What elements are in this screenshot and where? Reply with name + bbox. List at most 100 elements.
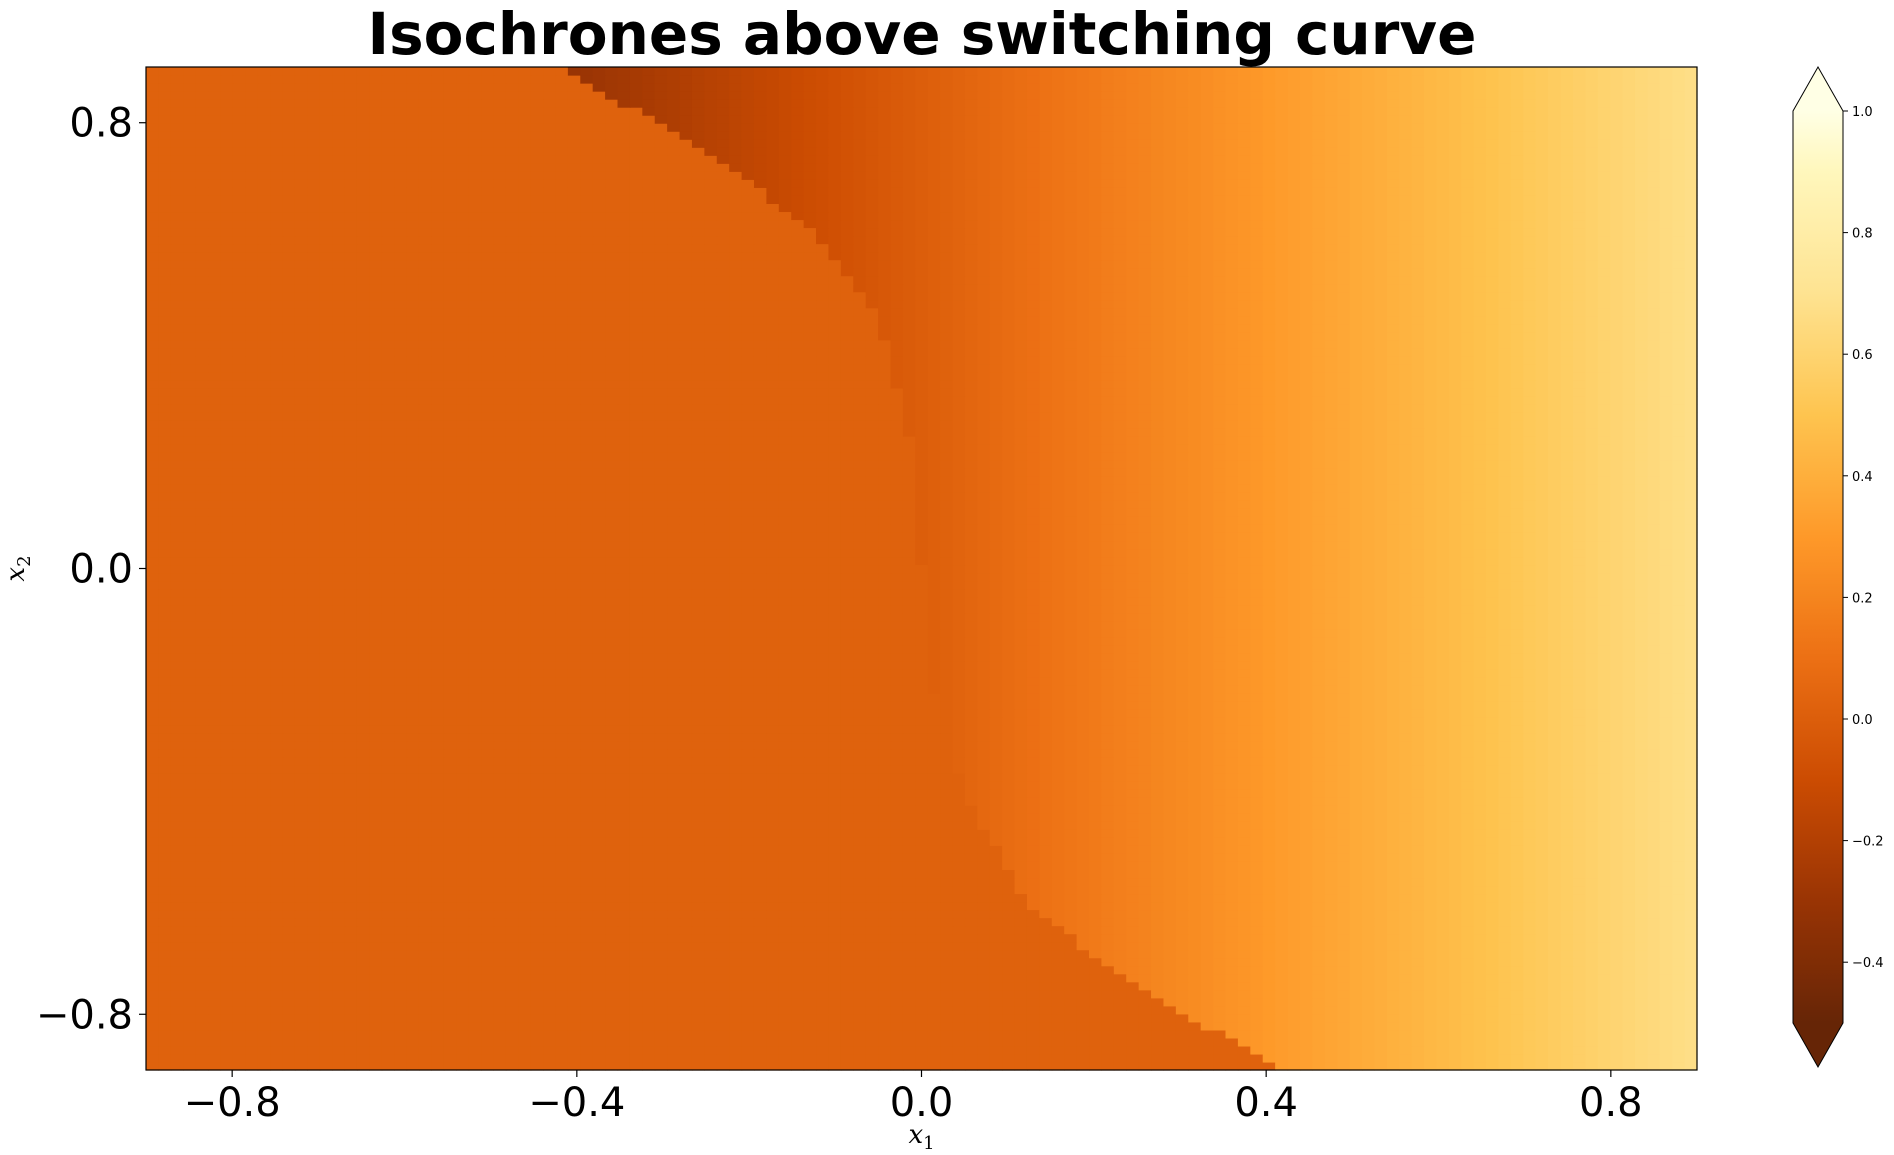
heatmap-cell [1213, 989, 1227, 999]
heatmap-cell [332, 1029, 346, 1039]
heatmap-cell [257, 853, 271, 862]
heatmap-cell [592, 901, 606, 911]
heatmap-cell [1424, 821, 1438, 830]
heatmap-cell [232, 941, 246, 951]
heatmap-cell [654, 837, 668, 846]
heatmap-cell [1374, 901, 1388, 911]
heatmap-cell [1560, 749, 1574, 758]
heatmap-cell [220, 853, 234, 862]
heatmap-cell [543, 949, 557, 959]
heatmap-cell [530, 925, 544, 935]
heatmap-cell [840, 909, 854, 919]
heatmap-cell [1299, 797, 1313, 806]
heatmap-cell [1039, 1045, 1053, 1055]
heatmap-cell [418, 989, 432, 999]
heatmap-cell [1597, 917, 1611, 927]
heatmap-cell [1002, 893, 1016, 903]
heatmap-cell [1225, 949, 1239, 959]
heatmap-cell [146, 805, 160, 814]
heatmap-cell [1523, 829, 1537, 838]
heatmap-cell [208, 789, 222, 798]
heatmap-cell [1424, 877, 1438, 887]
heatmap-cell [505, 797, 519, 806]
heatmap-cell [617, 869, 631, 879]
heatmap-cell [940, 797, 954, 806]
heatmap-cell [1361, 997, 1375, 1007]
heatmap-cell [208, 949, 222, 959]
heatmap-cell [828, 853, 842, 862]
heatmap-cell [1188, 989, 1202, 999]
heatmap-cell [816, 789, 830, 798]
heatmap-cell [1523, 773, 1537, 782]
heatmap-cell [257, 805, 271, 814]
heatmap-cell [220, 949, 234, 959]
heatmap-cell [1374, 957, 1388, 967]
heatmap-cell [890, 877, 904, 887]
heatmap-cell [753, 933, 767, 943]
heatmap-cell [1064, 845, 1078, 854]
heatmap-cell [456, 861, 470, 870]
heatmap-cell [1448, 925, 1462, 935]
heatmap-cell [1535, 845, 1549, 854]
heatmap-cell [1089, 901, 1103, 911]
heatmap-cell [1337, 997, 1351, 1007]
heatmap-cell [468, 1053, 482, 1063]
heatmap-cell [468, 781, 482, 790]
heatmap-cell [1597, 853, 1611, 862]
heatmap-cell [232, 917, 246, 927]
heatmap-cell [282, 949, 296, 959]
heatmap-cell [629, 989, 643, 999]
heatmap-cell [716, 917, 730, 927]
heatmap-cell [1424, 965, 1438, 975]
heatmap-cell [816, 829, 830, 838]
heatmap-cell [1572, 757, 1586, 766]
heatmap-cell [1585, 797, 1599, 806]
heatmap-cell [1188, 1061, 1202, 1071]
heatmap-cell [753, 1005, 767, 1015]
heatmap-cell [1039, 1005, 1053, 1015]
heatmap-cell [294, 1045, 308, 1055]
heatmap-cell [1113, 989, 1127, 999]
heatmap-cell [1399, 1045, 1413, 1055]
heatmap-cell [1535, 773, 1549, 782]
heatmap-cell [1237, 821, 1251, 830]
heatmap-cell [865, 813, 879, 822]
heatmap-cell [307, 781, 321, 790]
heatmap-cell [989, 861, 1003, 870]
heatmap-cell [1002, 925, 1016, 935]
heatmap-cell [741, 957, 755, 967]
heatmap-cell [1287, 917, 1301, 927]
heatmap-cell [307, 933, 321, 943]
heatmap-cell [952, 893, 966, 903]
heatmap-cell [778, 973, 792, 983]
heatmap-cell [443, 885, 457, 895]
heatmap-cell [567, 853, 581, 862]
heatmap-cell [456, 757, 470, 766]
heatmap-cell [1250, 773, 1264, 782]
heatmap-cell [332, 829, 346, 838]
heatmap-cell [716, 997, 730, 1007]
heatmap-cell [1324, 773, 1338, 782]
heatmap-cell [1126, 973, 1140, 983]
heatmap-cell [232, 797, 246, 806]
heatmap-cell [1424, 981, 1438, 991]
heatmap-cell [1163, 957, 1177, 967]
heatmap-cell [1175, 1053, 1189, 1063]
heatmap-cell [1002, 757, 1016, 766]
heatmap-cell [1647, 837, 1661, 846]
heatmap-cell [232, 765, 246, 774]
heatmap-cell [940, 813, 954, 822]
heatmap-cell [555, 1037, 569, 1047]
heatmap-cell [716, 877, 730, 887]
heatmap-cell [865, 949, 879, 959]
heatmap-cell [1200, 781, 1214, 790]
heatmap-cell [369, 925, 383, 935]
heatmap-cell [518, 885, 532, 895]
heatmap-cell [1225, 877, 1239, 887]
heatmap-cell [220, 997, 234, 1007]
heatmap-cell [964, 965, 978, 975]
heatmap-cell [220, 1061, 234, 1071]
heatmap-cell [1510, 853, 1524, 862]
heatmap-cell [977, 941, 991, 951]
heatmap-cell [1039, 949, 1053, 959]
